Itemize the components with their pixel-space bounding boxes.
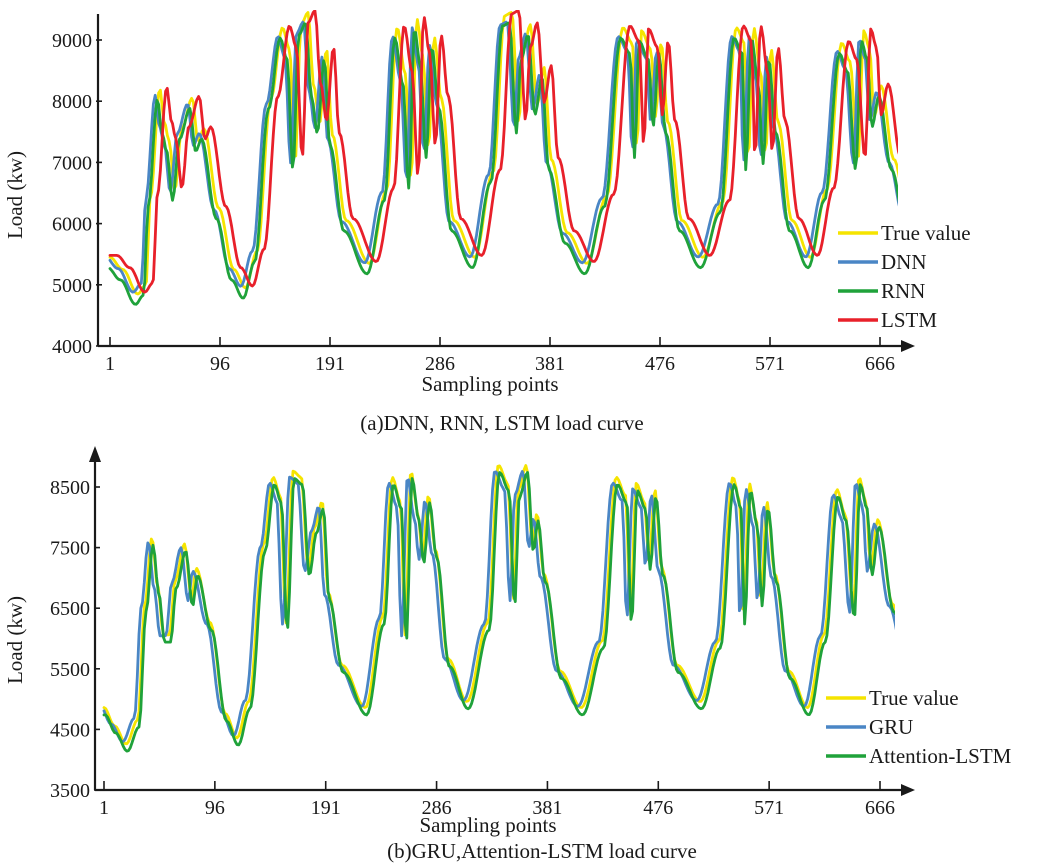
legend-label: RNN [881, 279, 925, 303]
x-tick-label: 1 [99, 797, 109, 819]
x-tick-label: 286 [425, 353, 455, 375]
panel-b-title: (b)GRU,Attention-LSTM load curve [387, 839, 697, 863]
x-tick-label: 381 [532, 797, 562, 819]
legend-label: Attention-LSTM [869, 744, 1012, 768]
y-tick-label: 4000 [52, 336, 92, 358]
x-tick-label: 191 [311, 797, 341, 819]
y-tick-label: 7000 [52, 152, 92, 174]
x-tick-label: 191 [315, 353, 345, 375]
panel-b: 3500 4500 5500 6500 7500 8500 1 96 191 286 381 476… [3, 446, 1012, 863]
legend-label: GRU [869, 715, 913, 739]
panel-b-y-axis-arrow [89, 446, 101, 462]
y-tick-label: 7500 [50, 538, 90, 560]
y-tick-label: 8000 [52, 91, 92, 113]
x-tick-label: 476 [643, 797, 673, 819]
panel-b-x-ticks: 1 96 191 286 381 476 571 666 [99, 781, 895, 819]
x-tick-label: 286 [422, 797, 452, 819]
panel-b-x-axis-label: Sampling points [419, 813, 556, 837]
legend-label: DNN [881, 250, 927, 274]
x-tick-label: 96 [210, 353, 230, 375]
panel-b-series-group [102, 464, 895, 753]
series-line-attention-lstm [102, 471, 895, 753]
legend-label: True value [881, 221, 971, 245]
panel-a-title: (a)DNN, RNN, LSTM load curve [360, 411, 643, 435]
y-tick-label: 5500 [50, 659, 90, 681]
panel-a-y-axis-label: Load (kw) [3, 151, 27, 239]
y-tick-label: 6000 [52, 214, 92, 236]
x-tick-label: 476 [645, 353, 675, 375]
y-tick-label: 4500 [50, 719, 90, 741]
panel-a-series-group [108, 10, 898, 306]
y-tick-label: 3500 [50, 780, 90, 802]
y-tick-label: 5000 [52, 275, 92, 297]
panel-a-x-axis-arrow [901, 340, 915, 352]
y-tick-label: 8500 [50, 477, 90, 499]
x-tick-label: 571 [755, 353, 785, 375]
panel-b-y-ticks: 3500 4500 5500 6500 7500 8500 [50, 477, 100, 802]
panel-b-x-axis-arrow [901, 784, 915, 796]
series-line-gru [102, 470, 895, 743]
x-tick-label: 571 [754, 797, 784, 819]
panel-a-x-ticks: 1 96 191 286 381 476 571 666 [105, 337, 895, 375]
legend-label: LSTM [881, 308, 937, 332]
x-tick-label: 666 [865, 353, 895, 375]
x-tick-label: 381 [535, 353, 565, 375]
panel-b-legend: True value GRU Attention-LSTM [826, 686, 1012, 768]
panel-b-y-axis-label: Load (kw) [3, 596, 27, 684]
legend-label: True value [869, 686, 959, 710]
x-tick-label: 96 [205, 797, 225, 819]
x-tick-label: 1 [105, 353, 115, 375]
y-tick-label: 9000 [52, 30, 92, 52]
series-line-lstm [108, 10, 898, 294]
panel-a: 4000 5000 6000 7000 8000 9000 1 96 191 286 381 476… [3, 10, 971, 435]
y-tick-label: 6500 [50, 598, 90, 620]
panel-a-legend: True value DNN RNN LSTM [838, 221, 971, 332]
panel-a-x-axis-label: Sampling points [421, 372, 558, 396]
x-tick-label: 666 [865, 797, 895, 819]
panel-a-y-ticks: 4000 5000 6000 7000 8000 9000 [52, 30, 102, 358]
